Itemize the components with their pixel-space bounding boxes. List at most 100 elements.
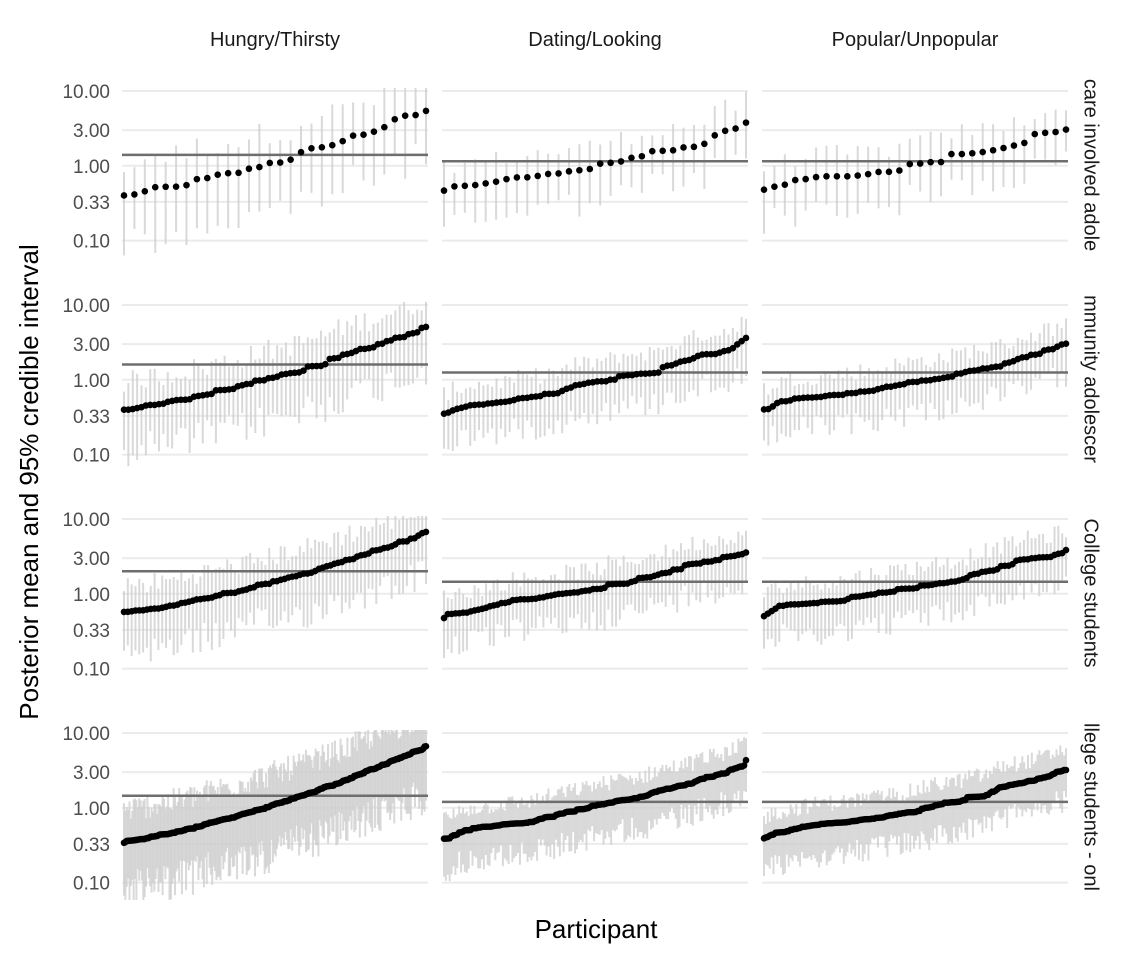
- posterior-mean-point: [760, 186, 768, 193]
- posterior-mean-point: [287, 156, 294, 163]
- posterior-mean-point: [276, 159, 284, 166]
- y-axis-title: Posterior mean and 95% credible interval: [14, 244, 44, 719]
- posterior-mean-point: [742, 756, 750, 764]
- posterior-mean-point: [440, 187, 448, 194]
- posterior-mean-point: [648, 147, 656, 155]
- y-tick-label: 0.10: [73, 660, 110, 681]
- posterior-mean-point: [451, 183, 458, 190]
- y-tick-label: 0.10: [73, 874, 110, 895]
- posterior-mean-point: [513, 174, 521, 181]
- posterior-mean-point: [256, 163, 263, 171]
- posterior-mean-point: [596, 160, 604, 168]
- y-tick-label: 0.33: [73, 407, 110, 428]
- posterior-mean-point: [524, 173, 531, 181]
- posterior-mean-point: [360, 131, 367, 139]
- posterior-mean-point: [740, 762, 748, 769]
- y-tick-label: 10.00: [62, 296, 110, 317]
- posterior-mean-point: [297, 148, 305, 156]
- posterior-mean-point: [422, 743, 430, 750]
- column-strip-label: Hungry/Thirsty: [210, 29, 340, 51]
- posterior-mean-point: [576, 166, 583, 174]
- posterior-mean-point: [1062, 546, 1070, 554]
- posterior-mean-point: [638, 152, 646, 160]
- posterior-mean-point: [544, 170, 552, 178]
- posterior-mean-point: [1052, 128, 1059, 136]
- posterior-mean-point: [370, 128, 378, 135]
- posterior-mean-point: [968, 149, 976, 157]
- posterior-mean-point: [916, 160, 924, 167]
- posterior-mean-point: [680, 144, 687, 151]
- posterior-mean-point: [896, 167, 903, 174]
- posterior-mean-point: [412, 111, 419, 119]
- posterior-mean-point: [742, 549, 750, 556]
- posterior-mean-point: [120, 192, 128, 199]
- posterior-mean-point: [607, 159, 614, 167]
- posterior-mean-point: [328, 141, 336, 149]
- posterior-mean-point: [422, 107, 430, 115]
- row-strip-label: care involved adole: [1080, 79, 1102, 251]
- posterior-mean-point: [937, 158, 945, 166]
- posterior-mean-point: [208, 390, 215, 398]
- row-strip-label: College students: [1080, 519, 1102, 668]
- posterior-mean-point: [732, 125, 739, 132]
- y-tick-label: 1.00: [73, 799, 110, 820]
- posterior-mean-point: [989, 146, 997, 154]
- posterior-mean-point: [245, 165, 253, 173]
- posterior-mean-point: [349, 132, 357, 139]
- y-tick-label: 0.33: [73, 193, 110, 214]
- posterior-mean-point: [711, 132, 719, 139]
- posterior-mean-point: [1062, 126, 1070, 133]
- posterior-mean-point: [690, 143, 698, 151]
- posterior-mean-point: [701, 140, 708, 148]
- posterior-mean-point: [927, 158, 934, 166]
- row-strip-label: llege students - onl: [1080, 723, 1102, 891]
- posterior-mean-point: [721, 127, 729, 135]
- posterior-mean-point: [771, 183, 778, 190]
- posterior-mean-point: [193, 175, 201, 183]
- posterior-mean-point: [318, 143, 326, 151]
- posterior-mean-point: [534, 172, 542, 180]
- posterior-mean-point: [979, 148, 986, 156]
- y-tick-label: 0.10: [73, 232, 110, 253]
- y-tick-label: 10.00: [62, 510, 110, 531]
- posterior-mean-point: [1031, 130, 1039, 138]
- y-tick-label: 3.00: [73, 335, 110, 356]
- posterior-mean-point: [308, 145, 315, 152]
- posterior-mean-point: [151, 183, 159, 191]
- posterior-mean-point: [655, 369, 662, 376]
- posterior-mean-point: [659, 147, 666, 155]
- posterior-mean-point: [461, 182, 469, 190]
- posterior-mean-point: [823, 173, 830, 180]
- posterior-mean-point: [235, 169, 242, 177]
- posterior-mean-point: [322, 360, 329, 368]
- posterior-mean-point: [802, 175, 809, 183]
- posterior-mean-point: [471, 181, 479, 189]
- y-tick-label: 3.00: [73, 121, 110, 142]
- posterior-mean-point: [586, 165, 594, 173]
- y-tick-label: 3.00: [73, 549, 110, 570]
- posterior-mean-point: [413, 329, 421, 336]
- posterior-mean-point: [172, 183, 180, 191]
- posterior-mean-point: [742, 334, 750, 342]
- posterior-mean-point: [183, 181, 190, 189]
- y-tick-label: 0.33: [73, 835, 110, 856]
- posterior-mean-point: [669, 147, 677, 154]
- y-tick-label: 1.00: [73, 157, 110, 178]
- posterior-mean-point: [958, 150, 966, 158]
- posterior-mean-point: [791, 176, 799, 184]
- posterior-mean-point: [391, 115, 399, 123]
- posterior-mean-point: [885, 168, 893, 176]
- y-tick-label: 1.00: [73, 585, 110, 606]
- column-strip-label: Dating/Looking: [528, 29, 661, 51]
- posterior-mean-point: [864, 170, 872, 178]
- y-tick-label: 0.10: [73, 446, 110, 467]
- posterior-mean-point: [555, 170, 562, 177]
- posterior-mean-point: [1062, 766, 1070, 774]
- posterior-mean-point: [948, 150, 955, 158]
- posterior-mean-point: [492, 178, 500, 185]
- posterior-mean-point: [1000, 144, 1007, 152]
- posterior-mean-point: [266, 159, 274, 167]
- posterior-mean-point: [162, 183, 169, 191]
